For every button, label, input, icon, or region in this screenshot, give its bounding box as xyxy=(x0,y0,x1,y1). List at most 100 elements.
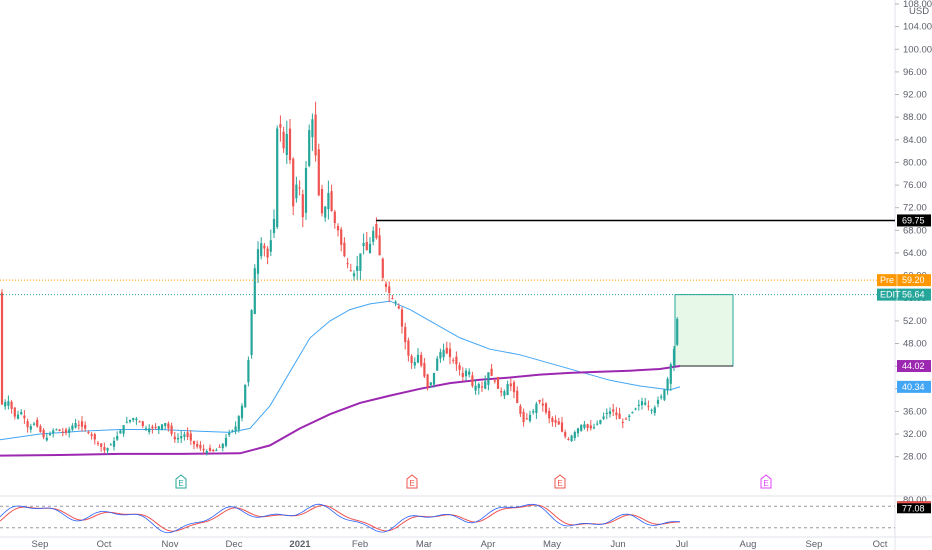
candle-body[interactable] xyxy=(503,391,506,396)
candle-body[interactable] xyxy=(212,449,215,452)
candle-body[interactable] xyxy=(282,131,285,149)
candle-body[interactable] xyxy=(7,401,10,406)
candle-body[interactable] xyxy=(532,410,535,413)
candle-body[interactable] xyxy=(173,436,176,440)
candle-body[interactable] xyxy=(397,306,400,309)
candle-body[interactable] xyxy=(560,422,564,432)
candle-body[interactable] xyxy=(218,446,221,448)
candle-body[interactable] xyxy=(183,434,186,437)
candle-body[interactable] xyxy=(586,424,589,428)
candle-body[interactable] xyxy=(276,128,279,228)
candle-body[interactable] xyxy=(317,149,320,196)
candle-body[interactable] xyxy=(0,292,4,405)
candle-body[interactable] xyxy=(29,426,32,430)
candle-body[interactable] xyxy=(452,359,455,361)
candle-body[interactable] xyxy=(109,444,112,446)
candle-body[interactable] xyxy=(426,374,429,388)
candle-body[interactable] xyxy=(420,354,423,366)
candle-body[interactable] xyxy=(45,437,48,441)
candle-body[interactable] xyxy=(596,423,599,425)
candle-body[interactable] xyxy=(394,301,397,304)
candle-body[interactable] xyxy=(4,402,7,407)
candle-body[interactable] xyxy=(176,438,180,440)
candle-body[interactable] xyxy=(36,419,39,427)
candle-body[interactable] xyxy=(308,130,311,166)
candle-body[interactable] xyxy=(493,380,496,382)
candle-body[interactable] xyxy=(132,418,135,420)
candle-body[interactable] xyxy=(135,418,138,421)
candle-body[interactable] xyxy=(528,414,532,422)
candle-body[interactable] xyxy=(202,448,205,451)
candle-body[interactable] xyxy=(512,382,516,393)
candle-body[interactable] xyxy=(240,405,244,419)
candle-body[interactable] xyxy=(196,443,199,447)
candle-body[interactable] xyxy=(522,411,525,423)
candle-body[interactable] xyxy=(96,442,100,444)
candle-body[interactable] xyxy=(660,396,663,398)
target-box-rect[interactable] xyxy=(674,294,734,367)
candle-body[interactable] xyxy=(602,416,605,419)
candle-body[interactable] xyxy=(480,386,484,388)
candle-body[interactable] xyxy=(13,407,16,417)
candle-body[interactable] xyxy=(605,412,608,415)
candle-body[interactable] xyxy=(429,382,432,386)
candle-body[interactable] xyxy=(208,447,212,452)
candle-body[interactable] xyxy=(279,124,282,128)
candle-body[interactable] xyxy=(359,253,362,271)
candle-body[interactable] xyxy=(544,403,548,413)
candle-body[interactable] xyxy=(352,273,356,277)
candle-body[interactable] xyxy=(615,412,618,416)
target-box[interactable] xyxy=(674,294,734,367)
candle-body[interactable] xyxy=(436,358,439,371)
candle-body[interactable] xyxy=(250,310,253,356)
candle-body[interactable] xyxy=(125,421,128,423)
candle-body[interactable] xyxy=(314,114,317,156)
candle-body[interactable] xyxy=(266,248,269,258)
candle-body[interactable] xyxy=(669,364,672,384)
candle-body[interactable] xyxy=(490,368,493,376)
candle-body[interactable] xyxy=(260,243,263,257)
candle-body[interactable] xyxy=(365,241,368,251)
candle-body[interactable] xyxy=(292,158,295,207)
candle-body[interactable] xyxy=(39,426,42,432)
candle-body[interactable] xyxy=(157,426,160,430)
candle-body[interactable] xyxy=(160,424,164,430)
candle-body[interactable] xyxy=(448,348,452,358)
candle-body[interactable] xyxy=(439,352,442,359)
candle-body[interactable] xyxy=(52,430,55,434)
candle-body[interactable] xyxy=(551,417,554,423)
candle-body[interactable] xyxy=(589,425,592,429)
candle-body[interactable] xyxy=(484,381,487,389)
candle-body[interactable] xyxy=(474,385,477,391)
candle-body[interactable] xyxy=(180,436,183,439)
candle-body[interactable] xyxy=(61,431,64,433)
candle-body[interactable] xyxy=(608,411,612,414)
candle-body[interactable] xyxy=(381,258,384,278)
candle-body[interactable] xyxy=(592,427,596,429)
candle-body[interactable] xyxy=(362,243,365,247)
candle-body[interactable] xyxy=(42,429,45,438)
candle-body[interactable] xyxy=(119,430,122,434)
candle-body[interactable] xyxy=(368,243,372,254)
candle-body[interactable] xyxy=(48,434,52,436)
candle-body[interactable] xyxy=(346,263,349,265)
candle-body[interactable] xyxy=(375,224,378,239)
candle-body[interactable] xyxy=(16,414,20,419)
candle-body[interactable] xyxy=(644,402,647,405)
candle-body[interactable] xyxy=(32,423,36,425)
candle-body[interactable] xyxy=(244,384,247,408)
candle-body[interactable] xyxy=(442,349,445,358)
candle-body[interactable] xyxy=(112,440,116,447)
candle-body[interactable] xyxy=(557,421,560,425)
candle-body[interactable] xyxy=(80,421,84,427)
candle-body[interactable] xyxy=(567,439,570,441)
candle-body[interactable] xyxy=(516,390,519,404)
candle-body[interactable] xyxy=(77,424,80,426)
candle-body[interactable] xyxy=(311,119,314,138)
candle-body[interactable] xyxy=(141,421,144,426)
candle-body[interactable] xyxy=(84,424,87,429)
candles[interactable] xyxy=(0,101,679,456)
candle-body[interactable] xyxy=(500,391,503,393)
candle-body[interactable] xyxy=(106,448,109,451)
candle-body[interactable] xyxy=(506,384,509,396)
